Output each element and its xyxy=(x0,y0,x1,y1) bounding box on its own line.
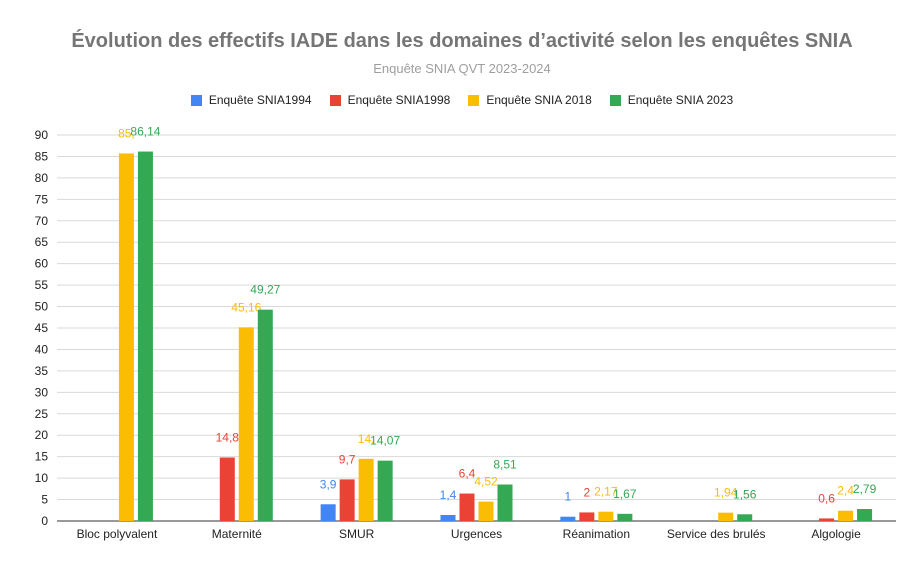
y-tick-label: 30 xyxy=(35,385,49,399)
bar xyxy=(238,327,254,521)
data-label: 49,27 xyxy=(250,283,280,297)
bar xyxy=(560,516,576,521)
y-tick-label: 80 xyxy=(35,171,49,185)
data-label: 1,4 xyxy=(440,488,457,502)
y-tick-label: 5 xyxy=(41,493,48,507)
category-label: Réanimation xyxy=(563,527,630,541)
y-tick-label: 65 xyxy=(35,235,49,249)
legend-item-1998: Enquête SNIA1998 xyxy=(329,93,451,107)
data-label: 86,14 xyxy=(130,125,160,139)
legend-label-2023: Enquête SNIA 2023 xyxy=(627,93,734,107)
bar xyxy=(497,484,513,521)
data-label: 3,9 xyxy=(320,477,337,491)
data-label: 9,7 xyxy=(339,452,356,466)
bar xyxy=(377,460,393,521)
y-tick-label: 55 xyxy=(35,278,49,292)
bar xyxy=(819,518,835,521)
bar xyxy=(358,458,374,521)
category-label: Algologie xyxy=(811,527,861,541)
legend-swatch-1994 xyxy=(190,94,202,106)
legend-item-2018: Enquête SNIA 2018 xyxy=(468,93,592,107)
y-tick-label: 45 xyxy=(35,321,49,335)
chart-title: Évolution des effectifs IADE dans les do… xyxy=(71,30,853,52)
data-label: 2,17 xyxy=(594,485,618,499)
y-tick-label: 85 xyxy=(35,149,49,163)
bar xyxy=(219,457,235,521)
data-label: 1,67 xyxy=(613,487,637,501)
y-tick-label: 50 xyxy=(35,300,49,314)
bar xyxy=(857,509,873,521)
legend-swatch-1998 xyxy=(329,94,341,106)
data-label: 14,8 xyxy=(216,431,240,445)
legend-label-1998: Enquête SNIA1998 xyxy=(347,93,451,107)
bar xyxy=(118,153,134,522)
bar xyxy=(838,510,854,521)
y-tick-label: 10 xyxy=(35,471,49,485)
bar xyxy=(617,513,633,521)
bar xyxy=(440,514,456,521)
bar xyxy=(718,512,734,521)
data-label: 1 xyxy=(565,490,572,504)
data-label: 14,07 xyxy=(370,434,400,448)
data-label: 85, xyxy=(118,126,135,140)
category-label: Bloc polyvalent xyxy=(77,527,158,541)
data-label: 45,16 xyxy=(231,300,261,314)
y-tick-label: 75 xyxy=(35,192,49,206)
y-tick-label: 25 xyxy=(35,407,49,421)
bar xyxy=(737,514,753,521)
y-tick-label: 15 xyxy=(35,450,49,464)
y-tick-label: 0 xyxy=(41,514,48,528)
data-label: 8,51 xyxy=(493,458,517,472)
data-label: 0,6 xyxy=(818,491,835,505)
bar xyxy=(137,151,153,521)
category-label: SMUR xyxy=(339,527,375,541)
category-label: Service des brulés xyxy=(667,527,766,541)
y-tick-label: 60 xyxy=(35,257,49,271)
legend-label-1994: Enquête SNIA1994 xyxy=(208,93,312,107)
legend-item-2023: Enquête SNIA 2023 xyxy=(609,93,734,107)
legend-item-1994: Enquête SNIA1994 xyxy=(190,93,312,107)
data-label: 4,52 xyxy=(474,475,498,489)
data-label: 1,94 xyxy=(714,486,738,500)
category-label: Maternité xyxy=(212,527,262,541)
bar xyxy=(478,501,494,521)
y-tick-label: 40 xyxy=(35,342,49,356)
data-label: 2,4 xyxy=(837,484,854,498)
bar xyxy=(257,309,273,521)
data-label: 6,4 xyxy=(459,467,476,481)
data-label: 14, xyxy=(358,432,375,446)
y-tick-label: 90 xyxy=(35,128,49,142)
bar xyxy=(320,504,336,521)
legend-swatch-2018 xyxy=(468,94,480,106)
legend-label-2018: Enquête SNIA 2018 xyxy=(486,93,592,107)
y-tick-label: 70 xyxy=(35,214,49,228)
data-label: 1,56 xyxy=(733,487,757,501)
data-label: 2 xyxy=(584,485,591,499)
bar xyxy=(598,511,614,521)
chart-subtitle: Enquête SNIA QVT 2023-2024 xyxy=(373,61,551,76)
category-label: Urgences xyxy=(451,527,502,541)
y-tick-label: 35 xyxy=(35,364,49,378)
legend: Enquête SNIA1994 Enquête SNIA1998 Enquêt… xyxy=(0,93,924,107)
bar xyxy=(579,512,595,521)
data-label: 2,79 xyxy=(853,482,877,496)
bar xyxy=(459,493,475,521)
legend-swatch-2023 xyxy=(609,94,621,106)
y-tick-label: 20 xyxy=(35,428,49,442)
bar xyxy=(339,479,355,521)
